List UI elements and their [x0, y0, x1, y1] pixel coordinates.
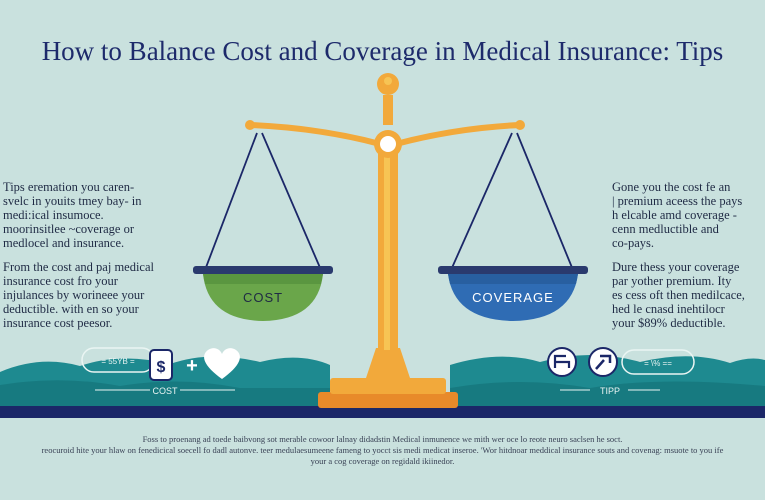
- footer-line-2: reocuroid hite your hlaw on fenedicical …: [41, 445, 724, 455]
- dollar-sign: $: [157, 359, 166, 376]
- left-paragraph-2: From the cost and paj medical insurance …: [3, 260, 155, 330]
- right-paragraph-1: Gone you the cost fe an | premium aceess…: [612, 180, 743, 250]
- right-beam: [393, 122, 523, 147]
- cost-pan: COST: [193, 266, 333, 321]
- dollar-bottle-icon: [149, 349, 173, 381]
- heart-icon: [204, 348, 240, 379]
- hills-band: [0, 355, 765, 412]
- plus-sign: +: [186, 355, 198, 377]
- footer-text: Foss to proenang ad toede baibvong sot m…: [0, 434, 765, 467]
- balance-scale: COST COVERAGE: [193, 73, 588, 408]
- coverage-pan-label: COVERAGE: [472, 290, 554, 305]
- right-text-column: Gone you the cost fe an | premium aceess…: [612, 180, 762, 340]
- cost-pill-text: = 55YB =: [101, 357, 135, 366]
- page-title: How to Balance Cost and Coverage in Medi…: [41, 36, 724, 66]
- tip-caption: TIPP: [600, 386, 620, 396]
- tip-badge-row: = \% == TIPP: [547, 347, 695, 396]
- footer-line-3: your a cog coverage on regidald ikiinedo…: [310, 456, 455, 466]
- tip-pill: [621, 349, 695, 375]
- cost-pan-label: COST: [243, 290, 283, 305]
- cost-caption: COST: [152, 386, 178, 396]
- scale-base: [318, 392, 458, 408]
- cost-badge-row: = 55YB = $ + COST: [81, 347, 240, 396]
- left-beam: [247, 122, 383, 147]
- right-paragraph-2: Dure thess your coverage par yother prem…: [612, 260, 745, 330]
- coverage-pan: COVERAGE: [438, 266, 588, 321]
- tip-pill-text: = \% ==: [644, 359, 672, 368]
- navy-bar: [0, 406, 765, 418]
- left-text-column: Tips eremation you caren- svelc in youit…: [3, 180, 163, 340]
- footer-line-1: Foss to proenang ad toede baibvong sot m…: [142, 434, 623, 444]
- left-paragraph-1: Tips eremation you caren- svelc in youit…: [3, 180, 142, 250]
